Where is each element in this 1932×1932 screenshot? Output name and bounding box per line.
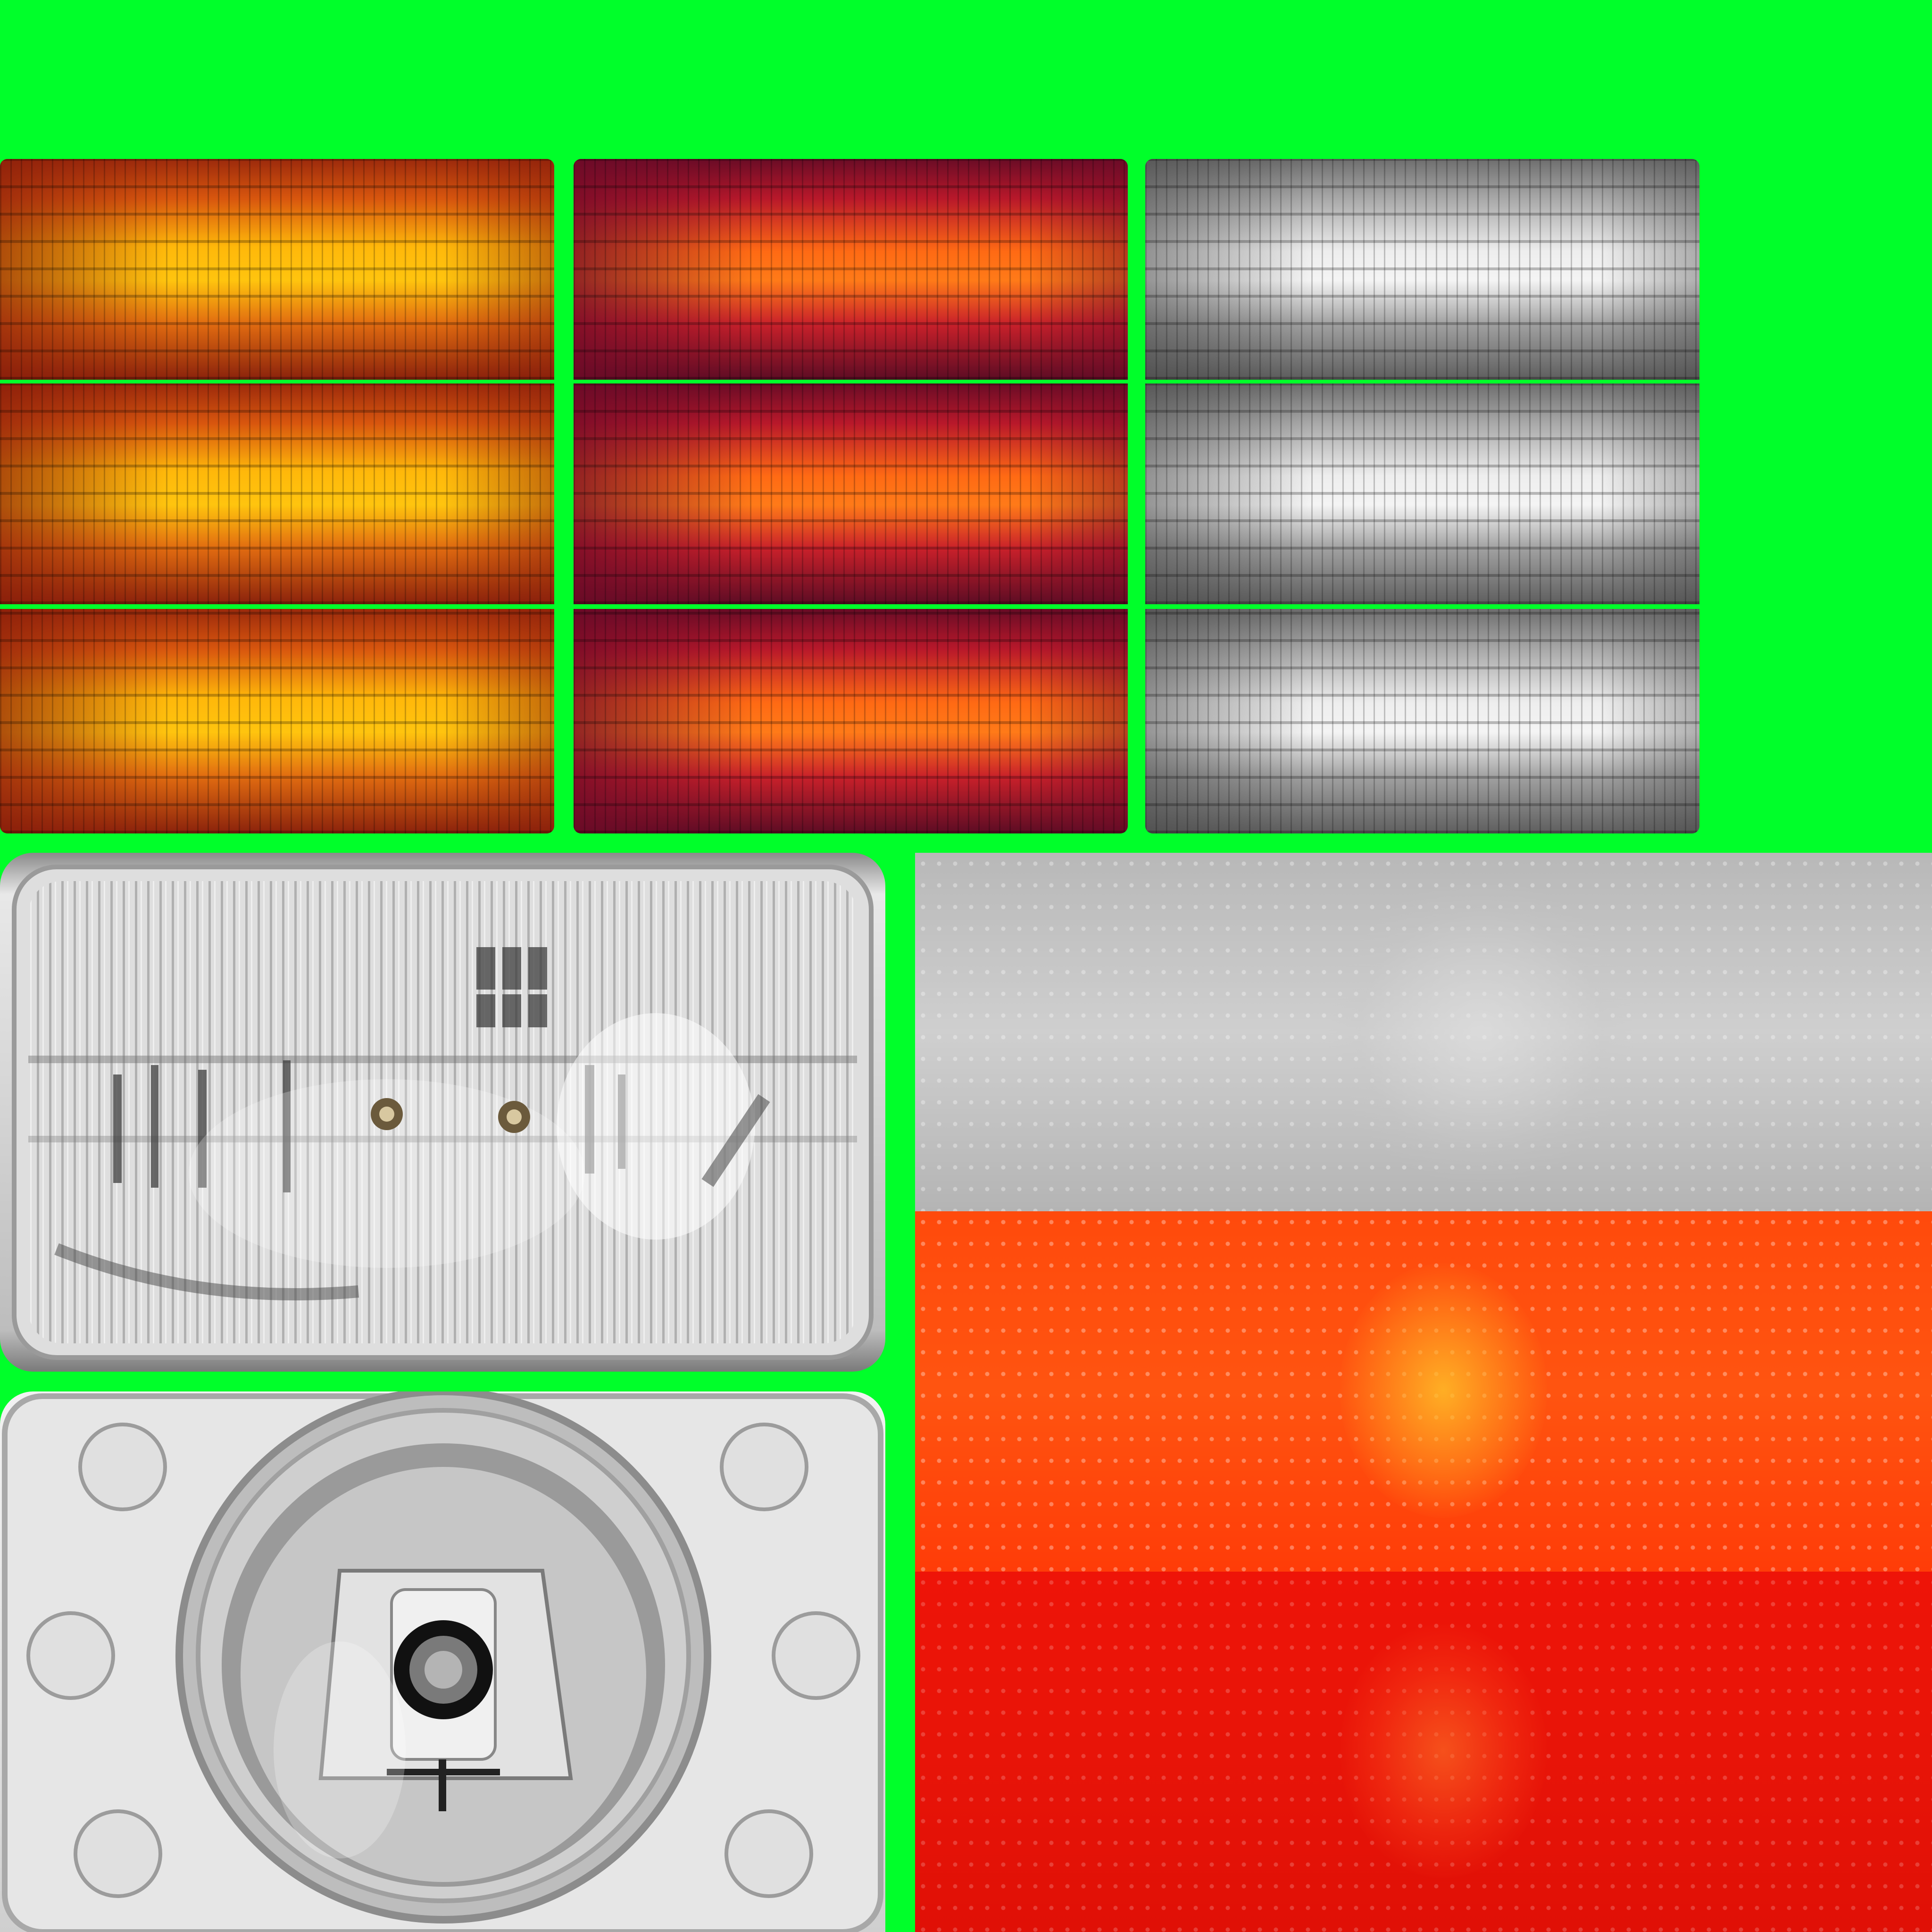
clear-lens-segment bbox=[1145, 609, 1699, 833]
projector-headlamp bbox=[0, 1391, 885, 1932]
clear-lens-segment bbox=[1145, 383, 1699, 604]
amber-lens-segment bbox=[0, 383, 554, 604]
red-strip-glow bbox=[1340, 1624, 1547, 1878]
sealed-beam-lens-artwork bbox=[12, 865, 874, 1360]
texture-strip-panel bbox=[915, 853, 1932, 1932]
amber-lens-tile bbox=[0, 159, 554, 833]
amber-lens-segment bbox=[0, 609, 554, 833]
red-texture-strip bbox=[915, 1572, 1932, 1932]
projector-headlamp-artwork bbox=[2, 1391, 883, 1932]
red-lens-tile bbox=[574, 159, 1128, 833]
red-lens-segment bbox=[574, 609, 1128, 833]
orange-strip-glow bbox=[1340, 1263, 1547, 1518]
clear-lens-tile bbox=[1145, 159, 1699, 833]
orange-texture-strip bbox=[915, 1211, 1932, 1572]
clear-lens-segment bbox=[1145, 159, 1699, 380]
clear-texture-strip bbox=[915, 853, 1932, 1211]
amber-lens-segment bbox=[0, 159, 554, 380]
red-lens-segment bbox=[574, 383, 1128, 604]
red-lens-segment bbox=[574, 159, 1128, 380]
sealed-beam-headlamp bbox=[0, 853, 885, 1372]
clear-strip-ring bbox=[1321, 881, 1641, 1183]
